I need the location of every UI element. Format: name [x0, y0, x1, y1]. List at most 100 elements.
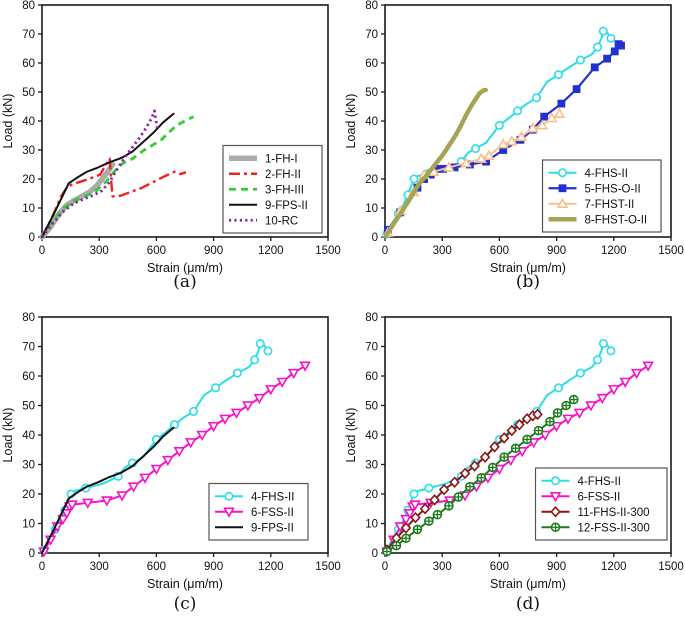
- y-tick-label: 0: [372, 548, 378, 560]
- x-tick-label: 0: [39, 245, 45, 257]
- y-tick-label: 60: [365, 371, 378, 383]
- series-7-FHST-II: [382, 107, 566, 237]
- legend-label: 4-FHS-II: [251, 491, 294, 503]
- y-tick-label: 40: [365, 116, 378, 128]
- legend: 1-FH-I 2-FH-II 3-FH-III 9-FPS-II 10-RC: [222, 144, 323, 234]
- x-tick-label: 1200: [601, 245, 627, 257]
- chart-b-plot: 0 300 600 900 1200 1500 0 10 20 30 40 50 60 70 80 Strai…: [344, 0, 684, 275]
- chart-panel-d: 0 300 600 900 1200 1500 0 10 20 30 40 50 60 70 80 Strai…: [343, 300, 685, 622]
- legend-label: 6-FSS-II: [578, 491, 621, 503]
- legend-label: 8-FHST-O-II: [585, 214, 648, 226]
- x-tick-label: 1200: [258, 561, 284, 573]
- y-tick-label: 20: [365, 489, 378, 501]
- chart-d-plot: 0 300 600 900 1200 1500 0 10 20 30 40 50 60 70 80 Strai…: [344, 312, 684, 591]
- y-tick-label: 10: [365, 203, 378, 215]
- y-tick-label: 80: [22, 312, 35, 324]
- legend-label: 11-FHS-II-300: [578, 507, 650, 519]
- series-12-FSS-II-300: [382, 394, 579, 557]
- legend-label: 4-FHS-II: [578, 476, 621, 488]
- y-tick-label: 60: [22, 58, 35, 70]
- series-8-FHST-O-II: [383, 87, 488, 238]
- chart-c-plot: 0 300 600 900 1200 1500 0 10 20 30 40 50 60 70 80 Strai…: [1, 312, 341, 591]
- series-9-FPS-II: [41, 426, 175, 554]
- x-tick-label: 900: [547, 245, 566, 257]
- chart-panel-b: 0 300 600 900 1200 1500 0 10 20 30 40 50 60 70 80 Strai…: [343, 0, 685, 300]
- series-6-FSS-II: [38, 361, 311, 558]
- series-11-FHS-II-300: [381, 408, 543, 556]
- y-tick-label: 10: [22, 519, 35, 531]
- y-axis-label: Load (kN): [1, 408, 15, 463]
- legend-label: 1-FH-I: [265, 153, 298, 165]
- y-axis-label: Load (kN): [344, 94, 358, 149]
- legend-label: 9-FPS-II: [251, 522, 294, 534]
- x-tick-label: 900: [547, 561, 566, 573]
- y-tick-label: 0: [372, 232, 378, 244]
- chart-a-caption: (a): [173, 272, 197, 292]
- y-tick-label: 40: [22, 116, 35, 128]
- chart-b-caption: (b): [515, 272, 541, 292]
- x-tick-label: 1200: [601, 561, 627, 573]
- legend-label: 5-FHS-O-II: [585, 183, 641, 195]
- y-tick-label: 50: [365, 87, 378, 99]
- chart-panel-c: 0 300 600 900 1200 1500 0 10 20 30 40 50 60 70 80 Strai…: [0, 300, 342, 622]
- x-tick-label: 300: [90, 245, 109, 257]
- y-tick-label: 80: [365, 312, 378, 324]
- y-tick-label: 70: [365, 342, 378, 354]
- y-tick-label: 50: [22, 87, 35, 99]
- y-tick-label: 30: [22, 460, 35, 472]
- y-tick-label: 0: [29, 232, 35, 244]
- legend: 4-FHS-II 6-FSS-II 11-FHS-II-300 12-FSS-II-3…: [534, 467, 668, 541]
- x-axis-label: Strain (μm/m): [147, 577, 223, 591]
- y-tick-label: 0: [29, 548, 35, 560]
- y-axis-label: Load (kN): [344, 408, 358, 463]
- y-tick-label: 60: [22, 371, 35, 383]
- legend-label: 2-FH-II: [265, 169, 301, 181]
- y-tick-label: 20: [22, 489, 35, 501]
- y-tick-label: 30: [22, 145, 35, 157]
- y-tick-label: 80: [365, 0, 378, 12]
- y-tick-label: 40: [365, 430, 378, 442]
- legend: 4-FHS-II 6-FSS-II 9-FPS-II: [208, 482, 309, 541]
- x-tick-label: 1200: [258, 245, 284, 257]
- y-tick-label: 30: [365, 145, 378, 157]
- legend-label: 12-FSS-II-300: [578, 522, 650, 534]
- y-tick-label: 40: [22, 430, 35, 442]
- legend: 4-FHS-II 5-FHS-O-II 7-FHST-II 8-FHST-O-II: [541, 159, 662, 233]
- axes: 0 300 600 900 1200 1500 0 10 20 30 40 50 60 70 80: [22, 312, 341, 573]
- x-tick-label: 1500: [315, 245, 341, 257]
- y-tick-label: 20: [365, 174, 378, 186]
- legend-label: 10-RC: [265, 215, 298, 227]
- x-tick-label: 0: [382, 245, 388, 257]
- x-tick-label: 900: [204, 561, 223, 573]
- y-tick-label: 70: [365, 29, 378, 41]
- y-tick-label: 70: [22, 342, 35, 354]
- legend-label: 9-FPS-II: [265, 200, 308, 212]
- x-axis-label: Strain (μm/m): [490, 261, 566, 275]
- y-axis-label: Load (kN): [1, 94, 15, 149]
- y-tick-label: 50: [365, 401, 378, 413]
- chart-d-caption: (d): [515, 594, 541, 614]
- x-tick-label: 300: [90, 561, 109, 573]
- x-tick-label: 300: [433, 245, 452, 257]
- x-tick-label: 0: [39, 561, 45, 573]
- y-tick-label: 10: [22, 203, 35, 215]
- y-tick-label: 30: [365, 460, 378, 472]
- y-tick-label: 20: [22, 174, 35, 186]
- x-tick-label: 600: [490, 561, 509, 573]
- x-tick-label: 600: [490, 245, 509, 257]
- legend-label: 4-FHS-II: [585, 168, 628, 180]
- axes: 0 300 600 900 1200 1500 0 10 20 30 40 50 60 70 80: [365, 312, 684, 573]
- x-tick-label: 900: [204, 245, 223, 257]
- series-3-FH-III: [40, 115, 195, 238]
- series-9-FPS-II: [41, 112, 175, 238]
- chart-panel-a: 0 300 600 900 1200 1500 0 10 20 30 40 50 60 70 80 Strai…: [0, 0, 342, 300]
- legend-label: 3-FH-III: [265, 184, 304, 196]
- chart-c-caption: (c): [173, 594, 197, 614]
- chart-a-plot: 0 300 600 900 1200 1500 0 10 20 30 40 50 60 70 80 Strai…: [1, 0, 341, 275]
- series-10-RC: [40, 109, 159, 238]
- axes: 0 300 600 900 1200 1500 0 10 20 30 40 50 60 70 80: [22, 0, 341, 257]
- y-tick-label: 80: [22, 0, 35, 12]
- x-axis-label: Strain (μm/m): [490, 577, 566, 591]
- x-tick-label: 1500: [658, 561, 684, 573]
